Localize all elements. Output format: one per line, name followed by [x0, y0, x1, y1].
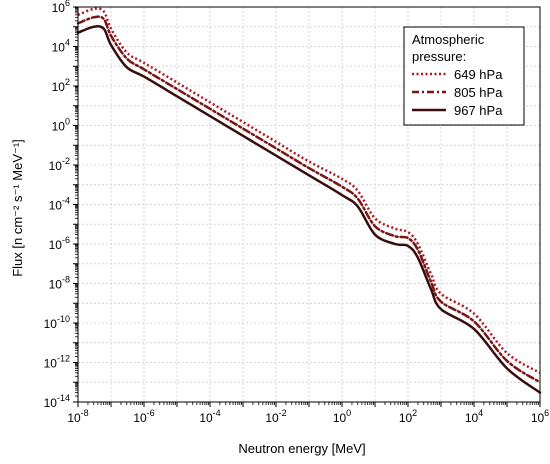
- y-tick-label: 10-2: [49, 156, 70, 173]
- x-tick-label: 100: [333, 408, 351, 425]
- series-line-649-hpa: [77, 7, 541, 374]
- x-tick-label: 104: [465, 408, 483, 425]
- y-tick-label: 10-12: [44, 354, 70, 371]
- y-tick-label: 104: [52, 38, 70, 55]
- x-tick-label: 102: [399, 408, 417, 425]
- x-tick-label: 10-8: [67, 408, 88, 425]
- axis-tick-labels: 10-8 10-6 10-4 10-2 100 102 104 106 10-14 10-12 10…: [44, 0, 550, 425]
- y-tick-label: 10-8: [49, 275, 70, 292]
- legend-title-line1: Atmospheric: [412, 32, 485, 47]
- y-tick-label: 10-14: [44, 393, 70, 410]
- x-tick-label: 106: [531, 408, 549, 425]
- y-tick-label: 10-10: [44, 314, 70, 331]
- legend-label: 967 hPa: [454, 103, 503, 118]
- legend-label: 649 hPa: [454, 67, 503, 82]
- series-layer: [76, 7, 542, 394]
- y-tick-label: 10-4: [49, 196, 70, 213]
- legend-title-line2: pressure:: [412, 49, 466, 64]
- legend-box: [403, 26, 525, 126]
- y-axis-title: Flux [n cm⁻² s⁻¹ MeV⁻¹]: [10, 139, 25, 277]
- y-tick-label: 106: [52, 0, 70, 15]
- x-tick-label: 10-6: [133, 408, 154, 425]
- x-tick-label: 10-4: [199, 408, 220, 425]
- y-tick-label: 10-6: [49, 235, 70, 252]
- axis-ticks: [73, 6, 541, 407]
- x-tick-label: 10-2: [265, 408, 286, 425]
- legend-entries: 649 hPa 805 hPa 967 hPa: [412, 67, 503, 118]
- legend-label: 805 hPa: [454, 85, 503, 100]
- series-line-967-hpa: [76, 25, 542, 394]
- y-tick-label: 102: [52, 77, 70, 94]
- series-line-805-hpa: [76, 15, 542, 384]
- y-tick-label: 100: [52, 117, 70, 134]
- legend: Atmospheric pressure: 649 hPa 805 hPa 967 …: [403, 26, 525, 126]
- x-axis-title: Neutron energy [MeV]: [238, 441, 365, 456]
